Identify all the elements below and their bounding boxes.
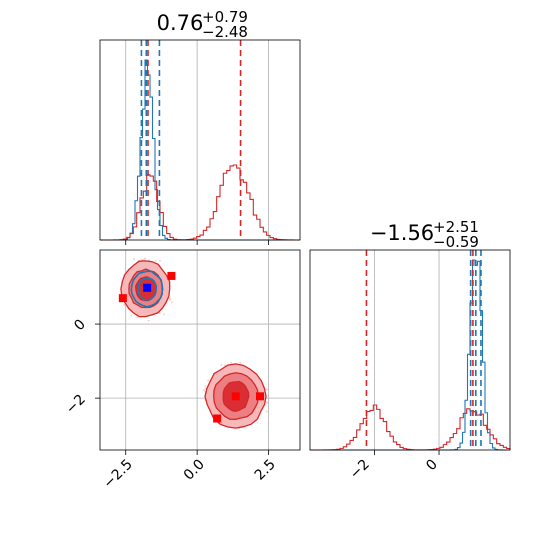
joint-scatter-point (265, 388, 268, 391)
joint-red-marker-2 (167, 271, 176, 280)
joint-red-marker-5 (256, 392, 264, 401)
joint-scatter-point (123, 303, 126, 306)
joint-contours (118, 257, 269, 430)
hist-param2-panel: −1.56 +2.51 −0.59 (309, 218, 511, 455)
joint-scatter-point (162, 313, 165, 316)
joint-scatter-point (133, 258, 136, 261)
joint-scatter-point (130, 314, 133, 317)
joint-scatter-point (169, 298, 172, 301)
joint-scatter-point (224, 364, 226, 367)
joint-panel (95, 249, 301, 455)
joint-scatter-point (147, 319, 150, 322)
hist-param1-grid (125, 40, 269, 245)
joint-scatter-point (204, 385, 207, 387)
hist-param1-title-median: 0.76 (157, 11, 204, 35)
joint-scatter-point (136, 316, 139, 319)
joint-scatter-point (158, 312, 161, 315)
joint-scatter-point (154, 259, 157, 262)
joint-scatter-point (203, 388, 205, 391)
joint-scatter-point (170, 301, 173, 304)
joint-red-marker-4 (231, 392, 240, 401)
joint-scatter-point (239, 361, 242, 364)
joint-blue-marker (143, 283, 152, 292)
joint-scatter-point (266, 401, 269, 404)
joint-scatter-point (144, 257, 146, 260)
joint-scatter-point (207, 379, 209, 382)
joint-red-marker-1 (118, 294, 127, 303)
hist-param2-title-minus: −0.59 (433, 233, 479, 251)
joint-frame (99, 249, 301, 451)
joint-scatter-point (159, 259, 162, 262)
joint-blue-contour-2 (137, 276, 158, 301)
hist-param2-title-plus: +2.51 (433, 218, 479, 236)
joint-scatter-point (267, 388, 269, 391)
hist-param1-title-plus: +0.79 (202, 8, 248, 26)
hist-param2-grid (374, 250, 440, 455)
joint-scatter-point (230, 361, 232, 364)
hist-param1-title: 0.76 (157, 11, 204, 35)
hist-param2-title: −1.56 (370, 221, 434, 245)
hist-param1-title-minus: −2.48 (202, 23, 248, 41)
joint-scatter-point (265, 410, 268, 413)
hist-param1-panel: 0.76 +0.79 −2.48 (99, 8, 301, 245)
joint-blue-contour-1 (130, 270, 164, 308)
hist-param1-frame (99, 39, 301, 241)
joint-scatter-point (220, 363, 223, 366)
hist-param2-title-median: −1.56 (370, 221, 434, 245)
hist-param1-red-step (100, 164, 301, 241)
joint-red-marker-3 (213, 414, 222, 423)
hist-param2-frame (309, 249, 511, 451)
joint-scatter-point (143, 258, 145, 261)
joint-scatter-point (141, 258, 143, 261)
joint-scatter-point (124, 267, 127, 270)
joint-scatter-point (168, 297, 171, 300)
